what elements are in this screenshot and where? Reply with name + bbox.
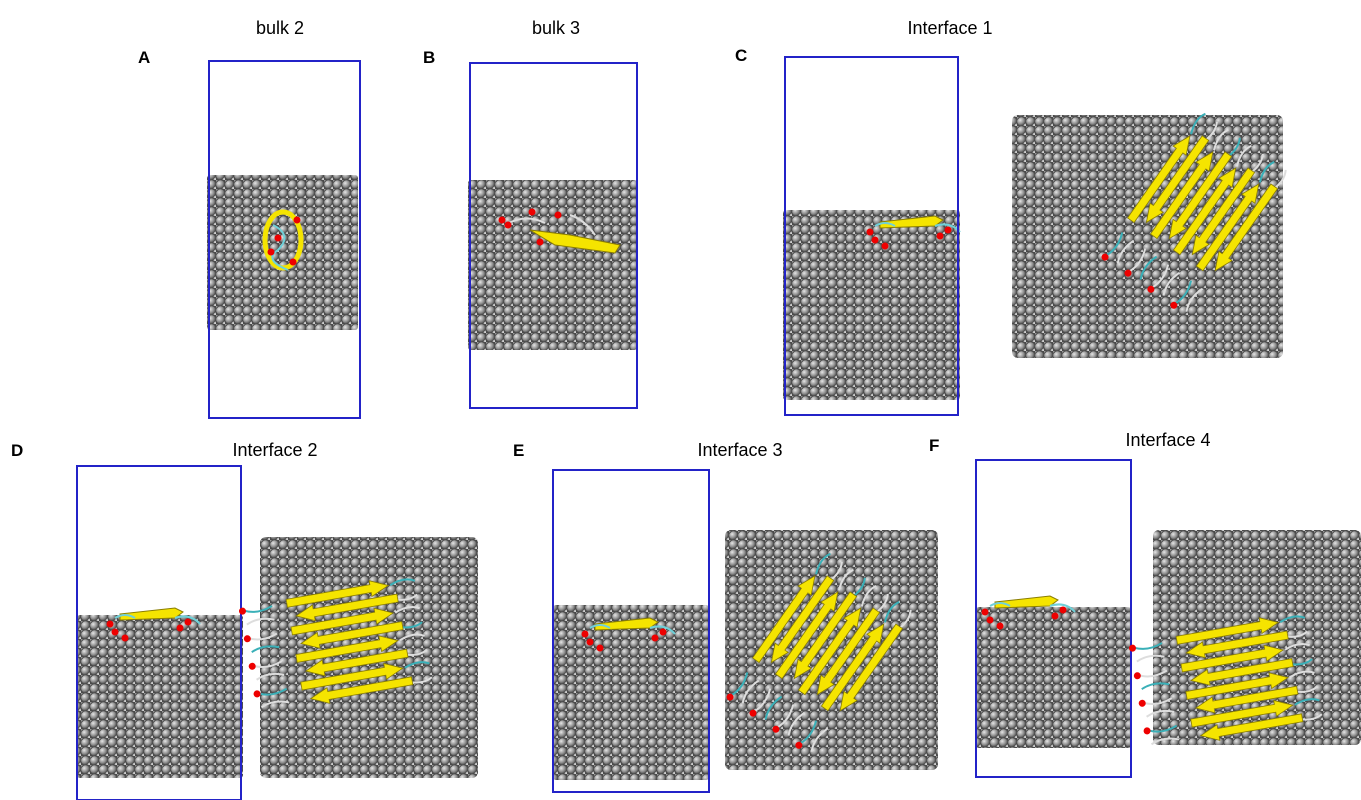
panel-letter: F bbox=[929, 436, 939, 455]
panel-letter: D bbox=[11, 441, 23, 460]
terminus bbox=[582, 631, 589, 638]
water-slab bbox=[783, 210, 960, 400]
terminus bbox=[294, 217, 301, 224]
terminus bbox=[982, 609, 989, 616]
terminus bbox=[1138, 699, 1146, 707]
panel-title: bulk 2 bbox=[256, 18, 304, 38]
terminus bbox=[177, 625, 184, 632]
panel-title: Interface 1 bbox=[907, 18, 992, 38]
terminus bbox=[882, 243, 889, 250]
panel-title: Interface 4 bbox=[1125, 430, 1210, 450]
terminus bbox=[499, 217, 506, 224]
terminus bbox=[867, 229, 874, 236]
water-slab bbox=[553, 605, 709, 780]
terminus bbox=[1052, 613, 1059, 620]
terminus bbox=[1143, 727, 1151, 735]
terminus bbox=[537, 239, 544, 246]
terminus bbox=[290, 259, 297, 266]
protein bbox=[995, 596, 1058, 608]
terminus bbox=[253, 690, 261, 698]
terminus bbox=[112, 629, 119, 636]
terminus bbox=[997, 623, 1004, 630]
terminus bbox=[275, 235, 282, 242]
terminus bbox=[185, 619, 192, 626]
panel bbox=[207, 61, 360, 418]
terminus bbox=[122, 635, 129, 642]
terminus bbox=[268, 249, 275, 256]
terminus bbox=[243, 635, 251, 643]
terminus bbox=[945, 227, 952, 234]
water-slab bbox=[77, 615, 243, 778]
terminus bbox=[597, 645, 604, 652]
panel bbox=[976, 460, 1361, 777]
panel-title: Interface 2 bbox=[232, 440, 317, 460]
panel bbox=[553, 470, 938, 792]
panel-title: Interface 3 bbox=[697, 440, 782, 460]
terminus bbox=[987, 617, 994, 624]
panel-title: bulk 3 bbox=[532, 18, 580, 38]
terminus bbox=[872, 237, 879, 244]
terminus bbox=[555, 212, 562, 219]
terminus bbox=[248, 662, 256, 670]
terminus bbox=[587, 639, 594, 646]
figure: A bulk 2 B bulk 3 C Interface 1 D Interf… bbox=[0, 0, 1361, 800]
terminus bbox=[1133, 672, 1141, 680]
terminus bbox=[1060, 607, 1067, 614]
terminus bbox=[937, 233, 944, 240]
terminus bbox=[505, 222, 512, 229]
panel bbox=[468, 63, 637, 408]
panel-letter: A bbox=[138, 48, 150, 67]
panel bbox=[77, 466, 478, 800]
terminus bbox=[238, 607, 246, 615]
terminus bbox=[529, 209, 536, 216]
water-slab bbox=[207, 175, 358, 330]
terminus bbox=[660, 629, 667, 636]
panel-letter: C bbox=[735, 46, 747, 65]
terminus bbox=[107, 621, 114, 628]
water-slab bbox=[468, 180, 637, 350]
panel-letter: B bbox=[423, 48, 435, 67]
protein bbox=[120, 608, 183, 620]
panel-letter: E bbox=[513, 441, 524, 460]
terminus bbox=[652, 635, 659, 642]
panel bbox=[783, 57, 1292, 415]
